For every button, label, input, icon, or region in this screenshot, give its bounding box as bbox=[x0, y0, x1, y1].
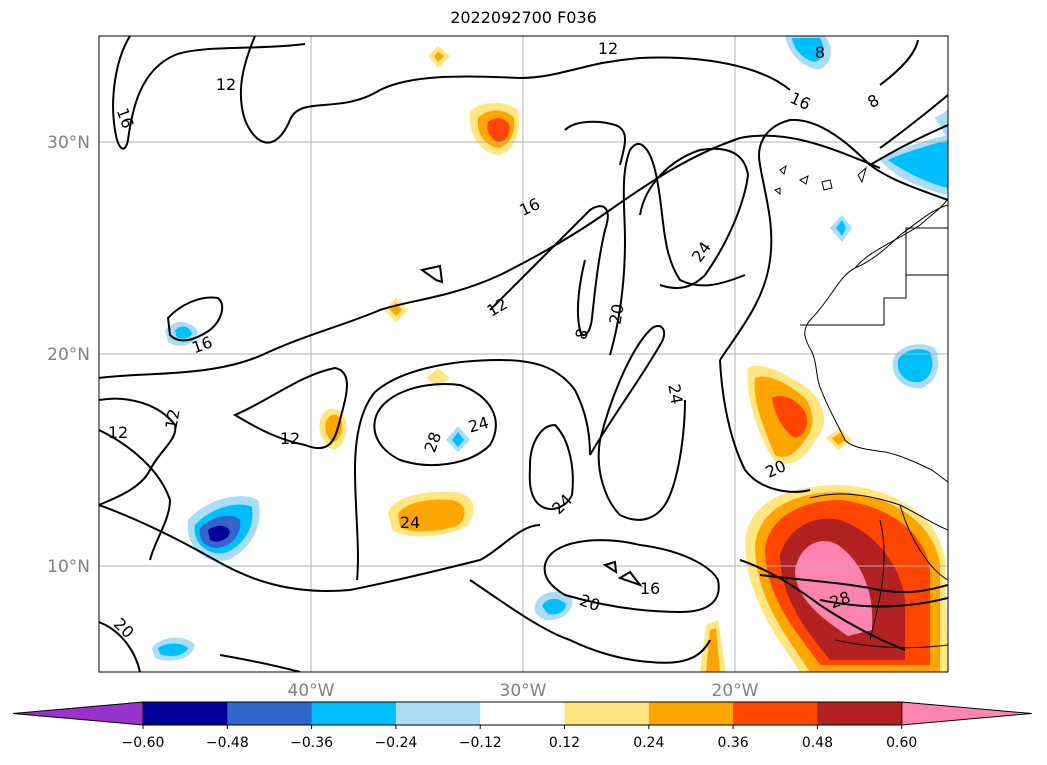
contour-label: 24 bbox=[664, 382, 686, 405]
colorbar-segment bbox=[143, 702, 228, 725]
map-area: 12 16 16 8 8 12 16 12 8 20 24 12 16 12 1… bbox=[99, 36, 948, 672]
contour-label: 24 bbox=[400, 513, 420, 532]
colorbar-tick-label: 0.12 bbox=[549, 735, 580, 751]
contour-label: 16 bbox=[640, 579, 660, 598]
contour-label: 12 bbox=[216, 75, 236, 94]
colorbar-tick-label: 0.36 bbox=[718, 735, 749, 751]
lon-label-40w: 40°W bbox=[288, 681, 335, 701]
colorbar-tick-label: 0.60 bbox=[886, 735, 917, 751]
lat-label-20n: 20°N bbox=[47, 345, 90, 365]
contour-label: 20 bbox=[605, 302, 627, 325]
colorbar-tick-label: 0.24 bbox=[633, 735, 664, 751]
colorbar-segment bbox=[648, 702, 734, 725]
lon-label-20w: 20°W bbox=[712, 681, 759, 701]
longitude-labels: 40°W 30°W 20°W bbox=[288, 681, 759, 701]
lon-label-30w: 30°W bbox=[500, 681, 547, 701]
colorbar-tick-label: −0.36 bbox=[290, 735, 333, 751]
lat-label-30n: 30°N bbox=[47, 133, 90, 153]
colorbar-tick-label: −0.48 bbox=[206, 735, 249, 751]
colorbar-segment bbox=[733, 702, 818, 725]
colorbar-tick-label: −0.60 bbox=[122, 735, 165, 751]
colorbar-tick-label: −0.24 bbox=[374, 735, 417, 751]
colorbar-extend-low bbox=[12, 701, 144, 726]
map-frame bbox=[98, 35, 949, 673]
map-title: 2022092700 F036 bbox=[450, 8, 597, 27]
contours bbox=[99, 36, 948, 672]
contour-label: 12 bbox=[598, 39, 618, 58]
colorbar-segment bbox=[311, 702, 397, 725]
contour-label: 24 bbox=[466, 413, 491, 437]
contour-label: 12 bbox=[280, 429, 300, 448]
colorbar-segment bbox=[817, 702, 903, 725]
contour-label: 8 bbox=[815, 43, 825, 62]
colorbar-segment bbox=[564, 702, 650, 725]
colorbar-segment bbox=[480, 702, 565, 725]
contour-label: 12 bbox=[108, 423, 128, 442]
contour-label: 12 bbox=[161, 407, 183, 430]
latitude-labels: 30°N 20°N 10°N bbox=[47, 133, 90, 577]
colorbar-tick-label: 0.48 bbox=[802, 735, 833, 751]
colorbar-extend-high bbox=[901, 701, 1032, 726]
colorbar-outline bbox=[142, 701, 903, 726]
lat-label-10n: 10°N bbox=[47, 557, 90, 577]
colorbar-segment bbox=[395, 702, 481, 725]
colorbar-tick-label: −0.12 bbox=[459, 735, 502, 751]
colorbar: −0.60 −0.48 −0.36 −0.24 −0.12 0.12 0.24 0.36 0.4… bbox=[12, 701, 1032, 751]
colorbar-segment bbox=[227, 702, 313, 725]
graticule bbox=[99, 36, 948, 672]
coastlines bbox=[774, 164, 948, 649]
